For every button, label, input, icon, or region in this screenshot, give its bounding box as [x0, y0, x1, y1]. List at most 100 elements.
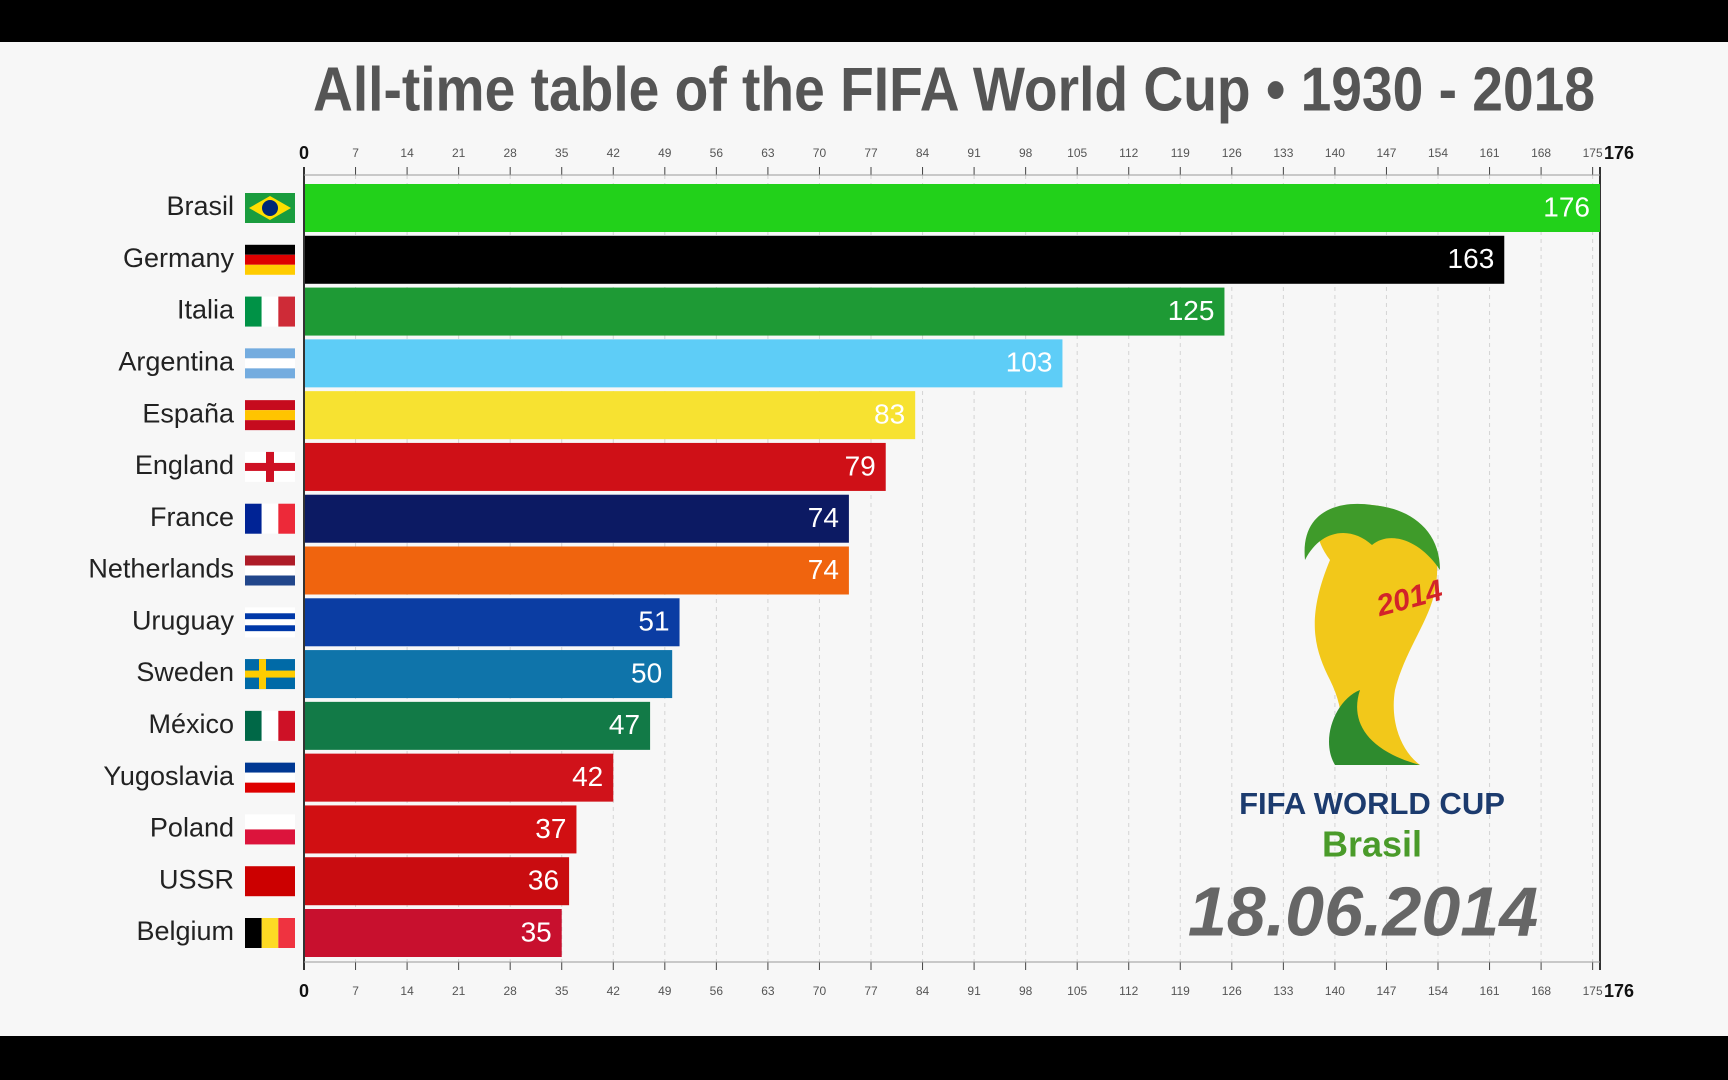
- flag: [245, 555, 295, 586]
- flag-stripe: [245, 264, 295, 275]
- bar: [305, 339, 1063, 388]
- x-tick-label: 0: [299, 143, 309, 163]
- x-tick-label: 42: [607, 146, 621, 160]
- x-tick-label: 84: [916, 984, 930, 998]
- logo-title: FIFA WORLD CUP: [1239, 786, 1505, 821]
- x-tick-label: 176: [1604, 143, 1634, 163]
- x-tick-label: 49: [658, 146, 672, 160]
- x-tick-label: 63: [761, 984, 775, 998]
- x-tick-label: 63: [761, 146, 775, 160]
- x-tick-label: 154: [1428, 984, 1448, 998]
- flag-stripe: [245, 762, 295, 773]
- x-tick-label: 56: [710, 146, 724, 160]
- flag: [245, 400, 295, 431]
- flag-stripe: [261, 710, 279, 741]
- flag: [245, 866, 295, 897]
- flag-stripe: [245, 296, 262, 327]
- flag-stripe: [245, 555, 295, 566]
- bar: [305, 805, 577, 854]
- flag-stripe: [245, 631, 295, 638]
- y-tick-label: USSR: [159, 864, 234, 894]
- flag-stripe: [261, 918, 279, 948]
- flag: [245, 503, 295, 534]
- x-tick-label: 49: [658, 984, 672, 998]
- bar: [305, 753, 614, 802]
- x-tick-label: 168: [1531, 146, 1551, 160]
- value-label: 163: [1448, 243, 1495, 274]
- x-tick-label: 70: [813, 984, 827, 998]
- y-tick-label: Argentina: [118, 346, 235, 376]
- flag-stripe: [245, 619, 295, 626]
- x-tick-label: 28: [504, 984, 518, 998]
- value-label: 51: [638, 606, 669, 637]
- flag-stripe: [245, 918, 262, 948]
- flag: [245, 296, 295, 327]
- bar: [305, 287, 1225, 336]
- flag: [245, 193, 295, 223]
- y-tick-label: Poland: [150, 813, 234, 843]
- value-label: 79: [845, 450, 876, 481]
- x-tick-label: 0: [299, 981, 309, 1001]
- x-tick-label: 112: [1119, 146, 1138, 160]
- flag-stripe: [278, 918, 295, 948]
- flag: [245, 451, 295, 482]
- flag-stripe: [245, 462, 295, 471]
- logo-subtitle: Brasil: [1322, 824, 1422, 865]
- x-tick-label: 126: [1222, 146, 1242, 160]
- x-tick-label: 98: [1019, 146, 1033, 160]
- bar: [305, 909, 562, 957]
- bar: [305, 857, 570, 906]
- x-tick-label: 175: [1583, 146, 1603, 160]
- flag-stripe: [245, 613, 295, 620]
- trophy-base: [1329, 690, 1420, 765]
- flag: [245, 762, 295, 793]
- y-tick-label: Netherlands: [88, 554, 234, 584]
- value-label: 103: [1006, 347, 1053, 378]
- bar: [305, 546, 849, 595]
- flag-stripe: [262, 200, 278, 216]
- value-label: 125: [1168, 295, 1215, 326]
- flag: [245, 918, 295, 948]
- flag: [245, 659, 295, 690]
- x-tick-label: 112: [1119, 984, 1138, 998]
- x-tick-label: 168: [1531, 984, 1551, 998]
- x-tick-label: 84: [916, 146, 930, 160]
- bar: [305, 235, 1505, 284]
- x-tick-label: 105: [1067, 146, 1087, 160]
- flag-stripe: [278, 503, 295, 534]
- x-tick-label: 105: [1067, 984, 1087, 998]
- flag-stripe: [245, 575, 295, 586]
- x-tick-label: 133: [1273, 984, 1293, 998]
- bar: [305, 701, 651, 750]
- x-tick-label: 161: [1480, 146, 1500, 160]
- flag: [245, 607, 295, 638]
- y-tick-label: Sweden: [136, 657, 234, 687]
- x-tick-label: 21: [452, 984, 466, 998]
- flag-stripe: [278, 710, 295, 741]
- value-label: 47: [609, 709, 640, 740]
- flag-stripe: [245, 670, 295, 678]
- flag-stripe: [245, 368, 295, 379]
- x-tick-label: 70: [813, 146, 827, 160]
- value-label: 42: [572, 761, 603, 792]
- x-tick-label: 77: [864, 984, 878, 998]
- flag-stripe: [245, 358, 295, 369]
- y-tick-label: Yugoslavia: [103, 761, 235, 791]
- value-label: 36: [528, 865, 559, 896]
- value-label: 74: [808, 502, 839, 533]
- date-label: 18.06.2014: [1188, 872, 1538, 950]
- x-tick-label: 98: [1019, 984, 1033, 998]
- x-tick-label: 119: [1171, 984, 1190, 998]
- logo: 2014 FIFA WORLD CUP Brasil: [1239, 503, 1505, 865]
- x-tick-label: 147: [1376, 984, 1396, 998]
- bar: [305, 494, 849, 543]
- flag-stripe: [245, 814, 295, 830]
- x-tick-label: 140: [1325, 984, 1345, 998]
- x-tick-label: 147: [1376, 146, 1396, 160]
- x-tick-label: 35: [555, 146, 569, 160]
- y-tick-label: France: [150, 502, 234, 532]
- x-tick-label: 176: [1604, 981, 1634, 1001]
- x-tick-label: 175: [1583, 984, 1603, 998]
- flag-stripe: [245, 866, 295, 897]
- y-tick-label: México: [148, 709, 234, 739]
